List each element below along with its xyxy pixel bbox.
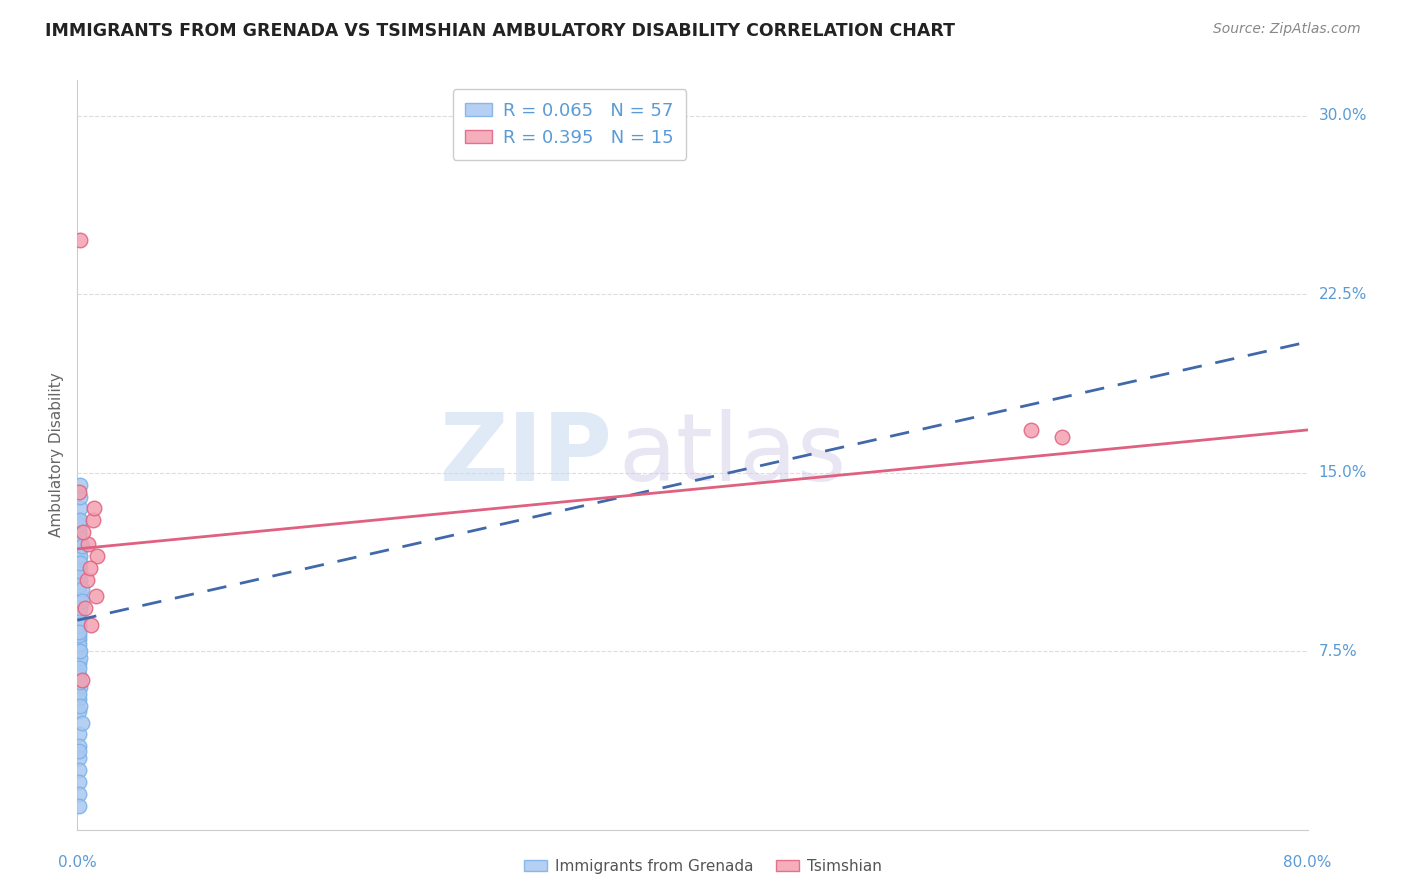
Point xyxy=(69,549,91,563)
Point xyxy=(69,477,91,491)
Point xyxy=(69,233,91,247)
Point xyxy=(67,597,90,611)
Point xyxy=(67,668,90,682)
Point xyxy=(72,525,94,540)
Point xyxy=(69,501,91,516)
Point xyxy=(67,687,90,701)
Point xyxy=(69,556,91,570)
Point xyxy=(67,751,90,765)
Point xyxy=(69,644,91,658)
Point xyxy=(67,727,90,741)
Point xyxy=(67,525,90,540)
Text: 15.0%: 15.0% xyxy=(1319,466,1367,480)
Legend: Immigrants from Grenada, Tsimshian: Immigrants from Grenada, Tsimshian xyxy=(519,853,887,880)
Text: atlas: atlas xyxy=(619,409,846,501)
Point xyxy=(67,744,90,758)
Point xyxy=(69,675,91,690)
Point xyxy=(67,704,90,718)
Point xyxy=(1050,430,1073,444)
Point xyxy=(67,787,90,801)
Point xyxy=(67,637,90,651)
Point xyxy=(67,739,90,754)
Point xyxy=(67,775,90,789)
Point xyxy=(69,680,91,694)
Point xyxy=(67,661,90,675)
Point xyxy=(69,601,91,615)
Point xyxy=(67,613,90,627)
Point xyxy=(67,618,90,632)
Point xyxy=(67,632,90,647)
Point xyxy=(86,549,108,563)
Point xyxy=(67,604,90,618)
Text: 7.5%: 7.5% xyxy=(1319,644,1357,658)
Point xyxy=(69,651,91,665)
Point xyxy=(70,582,93,597)
Point xyxy=(67,625,90,640)
Point xyxy=(69,597,91,611)
Point xyxy=(70,715,93,730)
Point xyxy=(67,798,90,813)
Point xyxy=(69,533,91,547)
Point xyxy=(69,698,91,713)
Point xyxy=(69,561,91,575)
Point xyxy=(67,484,90,499)
Point xyxy=(67,627,90,641)
Point xyxy=(70,673,93,687)
Point xyxy=(67,656,90,670)
Point xyxy=(76,573,98,587)
Text: 30.0%: 30.0% xyxy=(1319,109,1367,123)
Point xyxy=(1019,423,1042,437)
Text: IMMIGRANTS FROM GRENADA VS TSIMSHIAN AMBULATORY DISABILITY CORRELATION CHART: IMMIGRANTS FROM GRENADA VS TSIMSHIAN AMB… xyxy=(45,22,955,40)
Text: Source: ZipAtlas.com: Source: ZipAtlas.com xyxy=(1213,22,1361,37)
Y-axis label: Ambulatory Disability: Ambulatory Disability xyxy=(49,373,65,537)
Point xyxy=(69,590,91,604)
Point xyxy=(69,490,91,504)
Point xyxy=(67,644,90,658)
Text: ZIP: ZIP xyxy=(440,409,613,501)
Text: 22.5%: 22.5% xyxy=(1319,287,1367,301)
Point xyxy=(77,537,100,551)
Point xyxy=(80,618,103,632)
Point xyxy=(67,584,90,599)
Point xyxy=(69,573,91,587)
Point xyxy=(67,763,90,777)
Point xyxy=(67,608,90,623)
Point xyxy=(69,541,91,556)
Point xyxy=(67,518,90,533)
Point xyxy=(67,691,90,706)
Point xyxy=(69,513,91,527)
Point xyxy=(67,525,90,540)
Point xyxy=(70,540,93,554)
Point xyxy=(67,549,90,563)
Point xyxy=(69,537,91,551)
Point xyxy=(67,620,90,634)
Point xyxy=(84,590,107,604)
Point xyxy=(83,501,105,516)
Point xyxy=(67,591,90,606)
Point xyxy=(70,594,93,608)
Point xyxy=(67,577,90,591)
Text: 80.0%: 80.0% xyxy=(1284,855,1331,870)
Point xyxy=(67,513,90,527)
Point xyxy=(67,566,90,580)
Legend: R = 0.065   N = 57, R = 0.395   N = 15: R = 0.065 N = 57, R = 0.395 N = 15 xyxy=(453,89,686,160)
Point xyxy=(79,561,101,575)
Text: 0.0%: 0.0% xyxy=(58,855,97,870)
Point xyxy=(82,513,104,527)
Point xyxy=(73,601,96,615)
